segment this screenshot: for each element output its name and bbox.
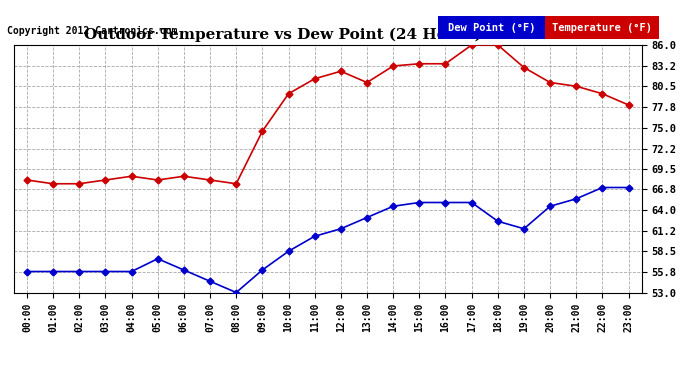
- Text: Temperature (°F): Temperature (°F): [552, 23, 652, 33]
- FancyBboxPatch shape: [545, 16, 659, 39]
- Title: Outdoor Temperature vs Dew Point (24 Hours) 20120721: Outdoor Temperature vs Dew Point (24 Hou…: [84, 28, 571, 42]
- Text: Dew Point (°F): Dew Point (°F): [448, 23, 535, 33]
- Text: Copyright 2012 Cartronics.com: Copyright 2012 Cartronics.com: [7, 26, 177, 36]
- FancyBboxPatch shape: [438, 16, 545, 39]
